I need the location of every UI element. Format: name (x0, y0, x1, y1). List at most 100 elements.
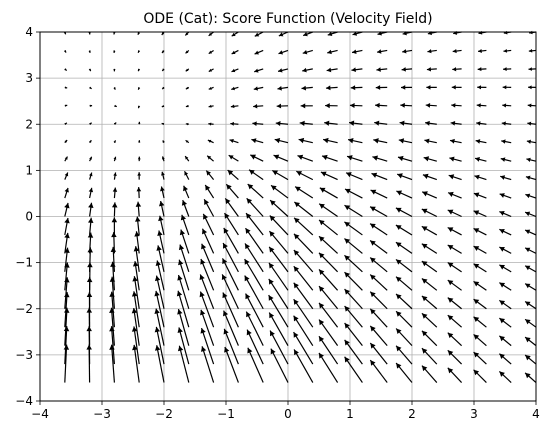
vector-arrow (64, 104, 68, 107)
vector-arrow (154, 308, 165, 346)
vector-arrow (89, 156, 93, 162)
vector-arrow (224, 198, 239, 217)
vector-arrow (318, 235, 339, 254)
vector-arrow (199, 274, 215, 309)
vector-arrow (525, 193, 537, 199)
vector-arrow (369, 206, 388, 218)
vector-arrow (293, 233, 314, 254)
vector-arrow (499, 299, 512, 310)
vector-arrow (376, 67, 388, 72)
vector-arrow (421, 365, 438, 383)
vector-arrow (111, 217, 118, 235)
vector-arrow (268, 262, 289, 291)
vector-arrow (318, 203, 338, 217)
vector-arrow (268, 246, 289, 273)
vector-arrow (201, 228, 215, 254)
vector-arrow (502, 85, 512, 90)
vector-arrow (318, 335, 339, 365)
vector-arrow (223, 227, 239, 254)
vector-arrow (137, 50, 141, 53)
vector-arrow (477, 67, 487, 72)
vector-arrow (425, 120, 437, 126)
vector-arrow (318, 219, 338, 236)
vector-arrow (245, 311, 264, 346)
vector-arrow (205, 170, 215, 180)
vector-arrow (345, 172, 363, 181)
vector-arrow (268, 312, 289, 346)
vector-arrow (400, 102, 413, 108)
vector-arrow (449, 156, 462, 162)
vector-arrow (293, 315, 314, 346)
vector-arrow (375, 102, 388, 108)
vector-arrow (478, 49, 487, 53)
vector-arrow (231, 49, 239, 55)
vector-arrow (423, 156, 437, 162)
vector-arrow (161, 86, 165, 90)
vector-arrow (426, 67, 437, 72)
vector-arrow (347, 137, 363, 144)
vector-arrow (319, 187, 338, 199)
vector-arrow (293, 331, 314, 365)
vector-arrow (421, 191, 438, 199)
vector-arrow (527, 121, 537, 126)
vector-arrow (320, 171, 338, 181)
vector-arrow (297, 154, 314, 162)
vector-arrow (272, 169, 289, 181)
vector-arrow (136, 187, 142, 199)
y-tick-label: 2 (25, 117, 33, 131)
vector-arrow (318, 302, 339, 328)
vector-arrow (344, 204, 363, 218)
vector-arrow (113, 87, 116, 90)
vector-arrow (344, 305, 363, 328)
vector-arrow (369, 274, 388, 291)
vector-arrow (131, 291, 140, 328)
vector-arrow (473, 369, 487, 383)
y-axis-ticks: −4 −3 −2 −1 0 1 2 3 4 (15, 25, 40, 408)
vector-arrow (200, 258, 215, 291)
vector-arrow (222, 292, 239, 328)
vector-arrow (270, 348, 289, 383)
vector-arrow (524, 318, 537, 328)
vector-arrow (246, 329, 264, 365)
vector-arrow (64, 232, 70, 254)
vector-arrow (88, 187, 94, 199)
vector-arrow (113, 140, 117, 143)
vector-arrow (207, 139, 214, 144)
vector-arrow (344, 322, 363, 347)
vector-arrow (231, 31, 239, 37)
vector-arrow (344, 238, 363, 254)
vector-arrow (344, 271, 363, 291)
vector-arrow (448, 174, 462, 181)
vector-arrow (185, 122, 189, 126)
vector-arrow (252, 121, 264, 126)
vector-arrow (421, 295, 438, 310)
vector-arrow (89, 172, 93, 180)
vector-arrow (177, 274, 190, 309)
vector-arrow (526, 139, 537, 144)
y-tick-label: −4 (15, 394, 33, 408)
vector-arrow (450, 121, 462, 126)
vector-arrow (421, 278, 438, 291)
vector-arrow (229, 138, 239, 144)
vector-arrow (221, 274, 239, 310)
vector-arrow (132, 261, 140, 291)
vector-arrow (64, 86, 68, 89)
vector-arrow (203, 198, 215, 217)
vector-arrow (89, 86, 92, 90)
vector-arrow (161, 104, 165, 108)
vector-arrow (231, 86, 239, 91)
vector-arrow (137, 172, 141, 180)
vector-arrow (250, 154, 264, 162)
vector-arrow (208, 104, 214, 108)
y-tick-label: −1 (15, 256, 33, 270)
vector-arrow (64, 202, 70, 217)
x-axis-ticks: −4 −3 −2 −1 0 1 2 3 4 (31, 401, 540, 421)
vector-arrow (294, 186, 314, 199)
vector-arrow (254, 49, 264, 55)
vector-arrow (64, 122, 68, 126)
x-tick-label: −1 (217, 407, 235, 421)
y-tick-label: −3 (15, 348, 33, 362)
vector-arrow (447, 209, 462, 218)
vector-arrow (230, 121, 239, 126)
vector-arrow (473, 263, 487, 273)
